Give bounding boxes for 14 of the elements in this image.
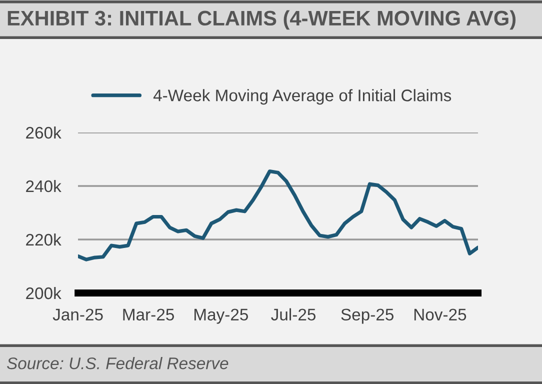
- y-tick-label: 220k: [26, 233, 62, 246]
- y-tick-label: 240k: [26, 180, 62, 192]
- line-series: [78, 169, 478, 262]
- x-tick-label: Mar-25: [123, 308, 174, 321]
- x-tick-label: Jul-25: [271, 308, 316, 321]
- y-tick-label: 200k: [26, 286, 62, 300]
- x-tick-label: Jan-25: [52, 308, 103, 321]
- x-tick-label: May-25: [194, 308, 248, 324]
- x-tick-label: Nov-25: [414, 308, 466, 321]
- y-tick-label: 260k: [26, 126, 62, 139]
- source-note: Source: U.S. Federal Reserve: [6, 357, 228, 370]
- x-tick-label: Sep-25: [341, 308, 394, 324]
- chart-title: EXHIBIT 3: INITIAL CLAIMS (4-WEEK MOVING AVG): [8, 10, 516, 30]
- legend-label: 4-Week Moving Average of Initial Claims: [153, 89, 452, 105]
